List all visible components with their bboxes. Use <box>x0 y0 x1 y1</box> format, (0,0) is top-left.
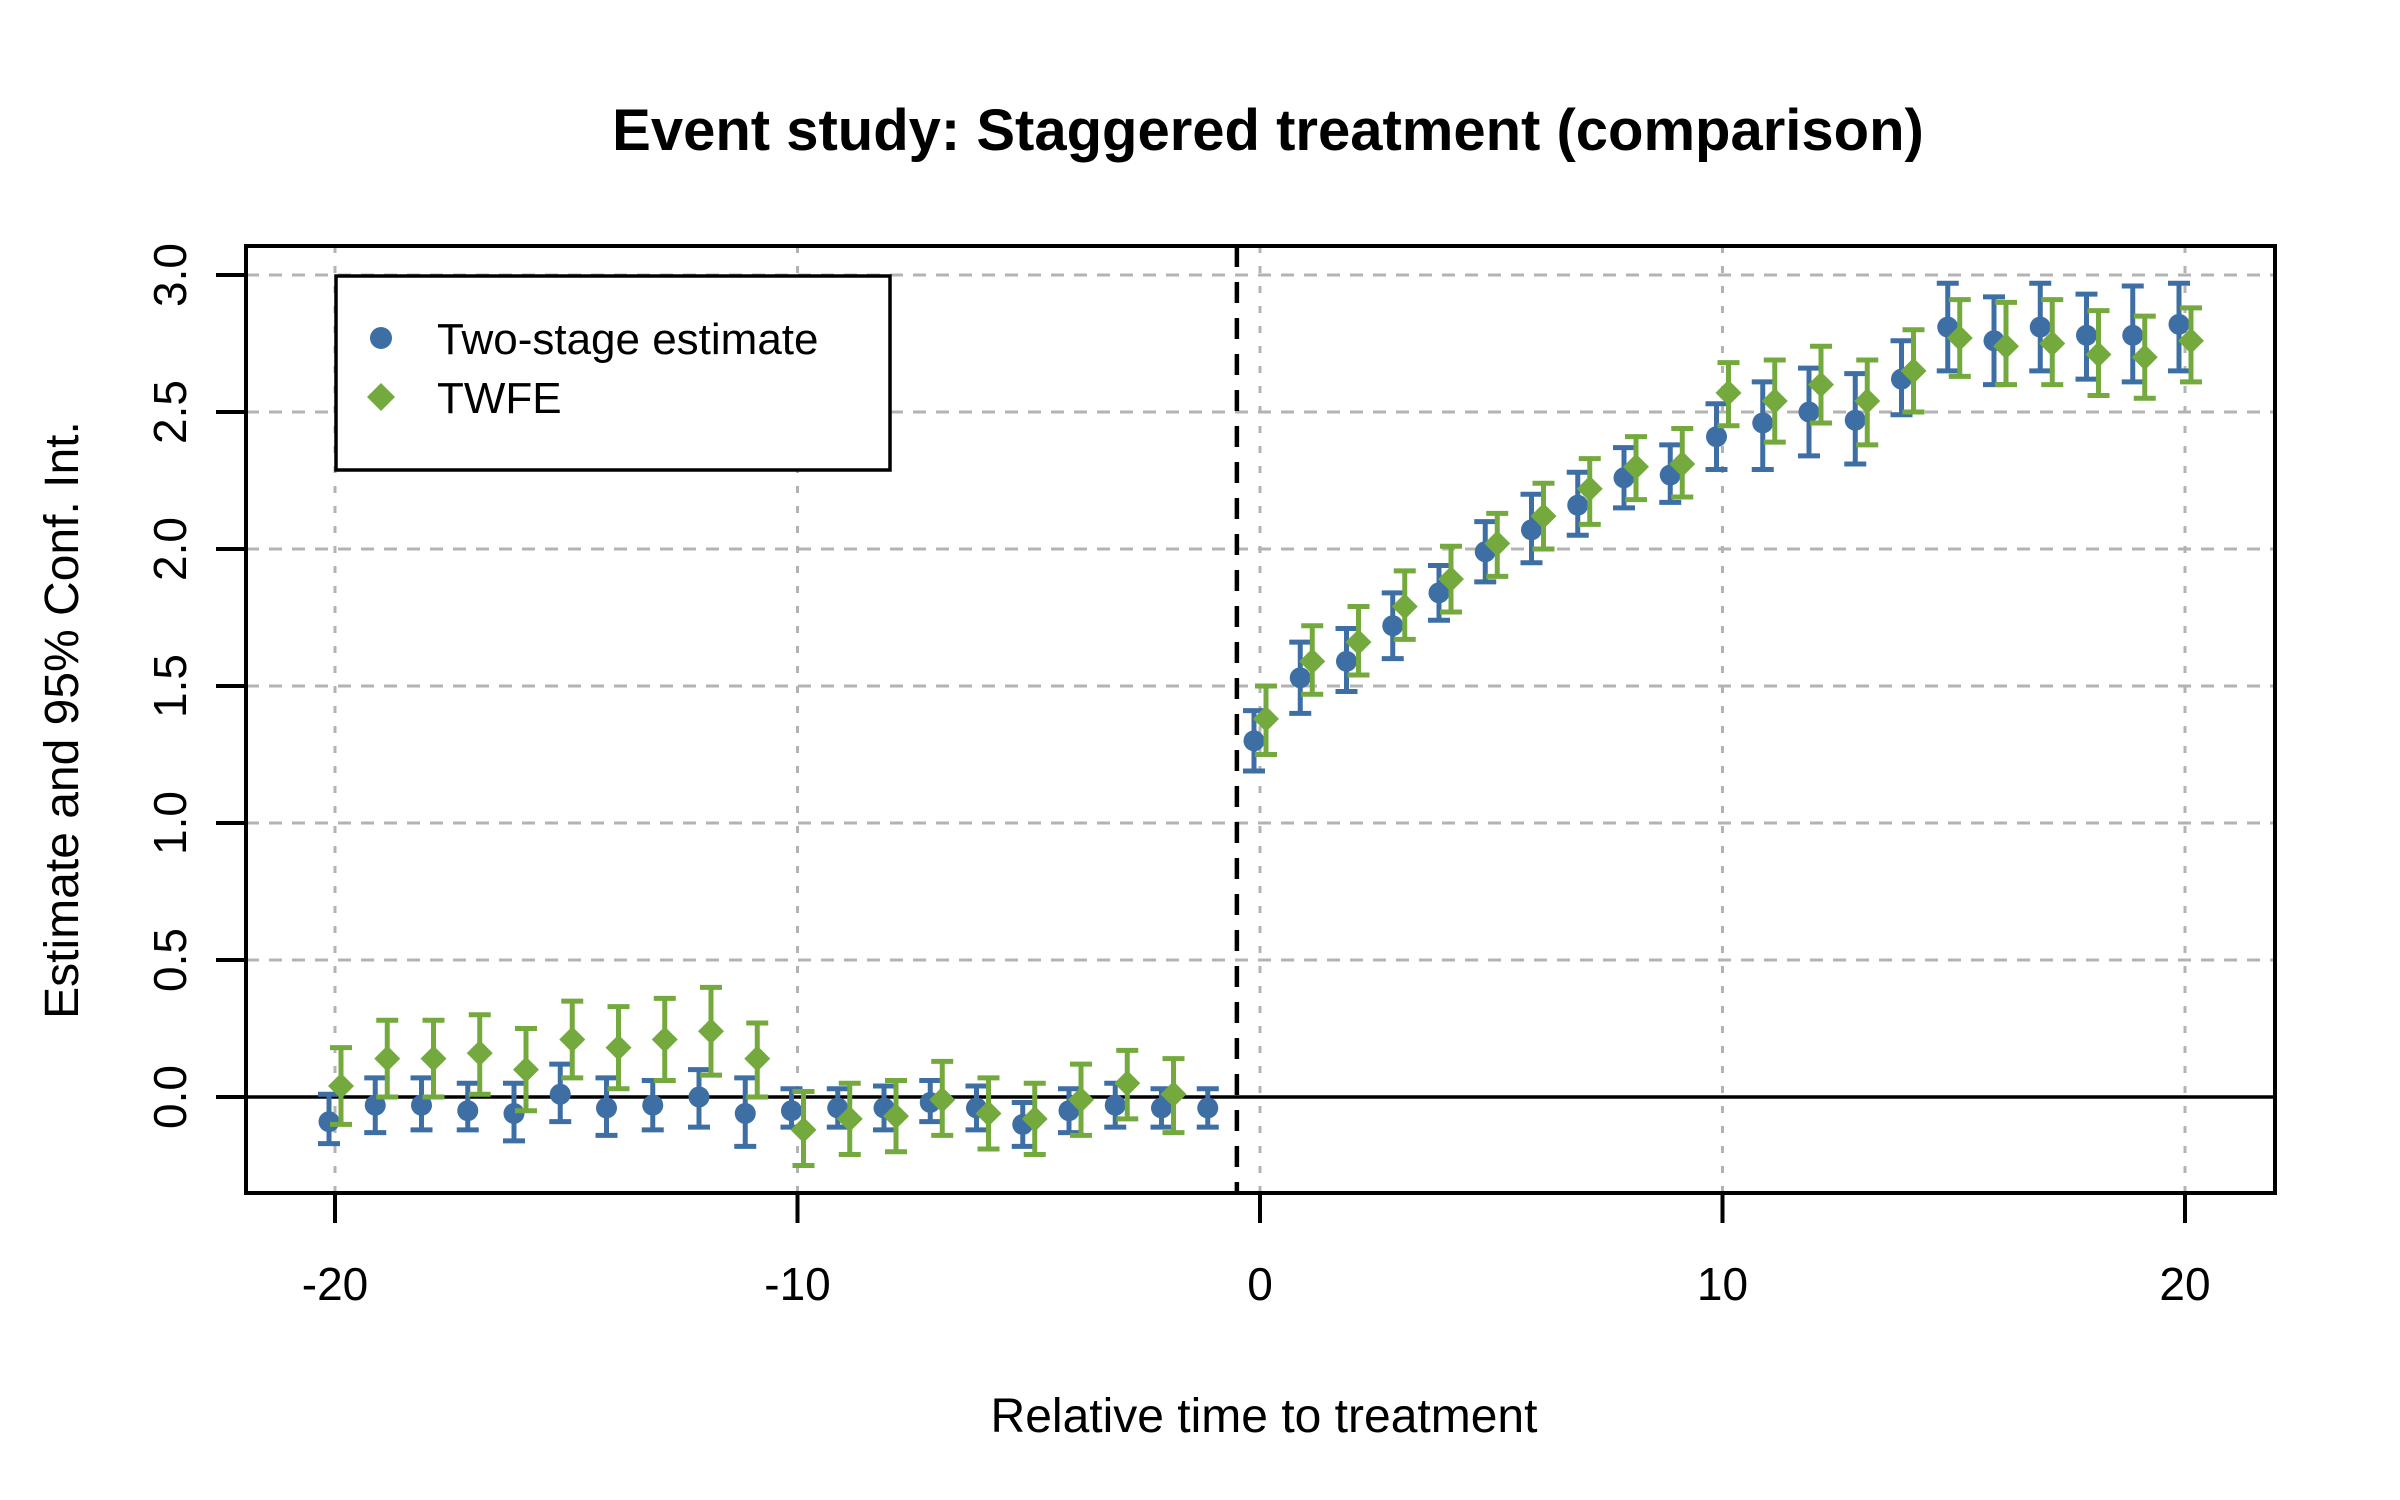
data-point-diamond <box>513 1056 539 1083</box>
data-point-circle <box>2168 313 2190 335</box>
data-point-circle <box>411 1094 432 1116</box>
data-point-diamond <box>328 1073 354 1100</box>
data-point-circle <box>1243 730 1265 752</box>
data-point-diamond <box>1484 530 1511 557</box>
data-point-diamond <box>1345 629 1372 656</box>
data-point-diamond <box>1808 371 1834 398</box>
legend: Two-stage estimate TWFE <box>334 274 892 472</box>
x-tick-label: 10 <box>1697 1258 1748 1310</box>
data-point-diamond <box>1761 388 1788 415</box>
data-point-circle <box>1521 519 1542 541</box>
data-point-diamond <box>559 1026 586 1053</box>
circle-icon <box>370 327 392 349</box>
data-point-diamond <box>1715 379 1742 406</box>
series-twfe <box>328 297 2204 1168</box>
data-point-diamond <box>1253 705 1279 732</box>
data-point-circle <box>734 1102 756 1124</box>
data-point-circle <box>549 1083 571 1105</box>
data-point-diamond <box>1669 451 1696 478</box>
axis-tick-labels: -20 -10 0 10 20 0.0 0.5 1.0 1.5 2.0 2.5 3.0 <box>144 243 2211 1310</box>
data-point-diamond <box>1021 1105 1048 1132</box>
data-point-circle <box>1428 582 1450 604</box>
data-point-diamond <box>1623 453 1649 480</box>
x-axis-title: Relative time to treatment <box>991 1390 1538 1443</box>
data-point-diamond <box>1391 593 1418 620</box>
chart-title: Event study: Staggered treatment (compar… <box>612 98 1924 163</box>
data-point-diamond <box>975 1100 1002 1127</box>
data-point-circle <box>1197 1097 1219 1119</box>
data-point-diamond <box>836 1105 863 1132</box>
data-point-diamond <box>1900 357 1927 384</box>
legend-label-twfe: TWFE <box>437 374 562 423</box>
data-point-diamond <box>698 1018 724 1045</box>
data-point-diamond <box>605 1034 632 1061</box>
y-tick-label: 0.0 <box>144 1065 196 1129</box>
y-tick-label: 1.0 <box>144 791 196 855</box>
data-point-diamond <box>2178 327 2204 354</box>
data-point-circle <box>2076 324 2097 346</box>
data-point-circle <box>457 1100 479 1122</box>
y-tick-label: 2.0 <box>144 517 196 581</box>
y-tick-label: 1.5 <box>144 654 196 718</box>
data-point-diamond <box>1993 333 2019 360</box>
x-tick-label: -10 <box>764 1258 830 1310</box>
data-point-diamond <box>744 1045 771 1072</box>
data-point-diamond <box>1530 503 1557 530</box>
data-point-circle <box>1798 401 1820 423</box>
data-series <box>318 280 2204 1168</box>
data-point-circle <box>318 1111 340 1133</box>
x-tick-label: 0 <box>1247 1258 1273 1310</box>
diamond-icon <box>367 383 395 411</box>
data-point-circle <box>2122 324 2144 346</box>
data-point-diamond <box>883 1103 909 1130</box>
data-point-circle <box>2029 316 2051 338</box>
data-point-circle <box>1567 494 1589 516</box>
axis-ticks <box>216 273 2187 1223</box>
data-point-diamond <box>1946 325 1973 352</box>
y-tick-label: 0.5 <box>144 928 196 992</box>
data-point-diamond <box>1854 388 1881 415</box>
x-tick-label: 20 <box>2159 1258 2210 1310</box>
data-point-circle <box>1336 650 1357 672</box>
data-point-circle <box>642 1094 664 1116</box>
data-point-diamond <box>420 1045 447 1072</box>
data-point-circle <box>503 1102 525 1124</box>
y-tick-label: 3.0 <box>144 243 196 307</box>
data-point-diamond <box>2131 344 2158 371</box>
data-point-circle <box>1752 412 1774 434</box>
data-point-diamond <box>2039 330 2066 357</box>
data-point-circle <box>688 1086 710 1108</box>
data-point-diamond <box>1114 1070 1141 1097</box>
y-tick-label: 2.5 <box>144 380 196 444</box>
data-point-diamond <box>1299 648 1326 675</box>
data-point-diamond <box>1576 475 1603 502</box>
data-point-circle <box>781 1100 802 1122</box>
data-point-circle <box>1706 426 1727 448</box>
data-point-circle <box>1844 409 1866 431</box>
data-point-circle <box>1289 667 1311 689</box>
data-point-diamond <box>2085 341 2112 368</box>
data-point-diamond <box>1160 1081 1187 1108</box>
data-point-circle <box>364 1094 386 1116</box>
x-tick-label: -20 <box>302 1258 368 1310</box>
data-point-circle <box>1151 1097 1172 1119</box>
data-point-diamond <box>929 1086 956 1113</box>
y-axis-title: Estimate and 95% Conf. Int. <box>36 421 89 1019</box>
data-point-diamond <box>1438 566 1464 593</box>
data-point-diamond <box>466 1040 493 1067</box>
data-point-diamond <box>790 1116 817 1143</box>
legend-box <box>334 274 892 472</box>
data-point-circle <box>1382 615 1404 637</box>
data-point-diamond <box>1068 1086 1094 1113</box>
data-point-diamond <box>651 1026 678 1053</box>
data-point-diamond <box>374 1045 401 1072</box>
data-point-circle <box>1104 1094 1126 1116</box>
data-point-circle <box>596 1097 617 1119</box>
legend-label-two-stage: Two-stage estimate <box>437 315 819 364</box>
